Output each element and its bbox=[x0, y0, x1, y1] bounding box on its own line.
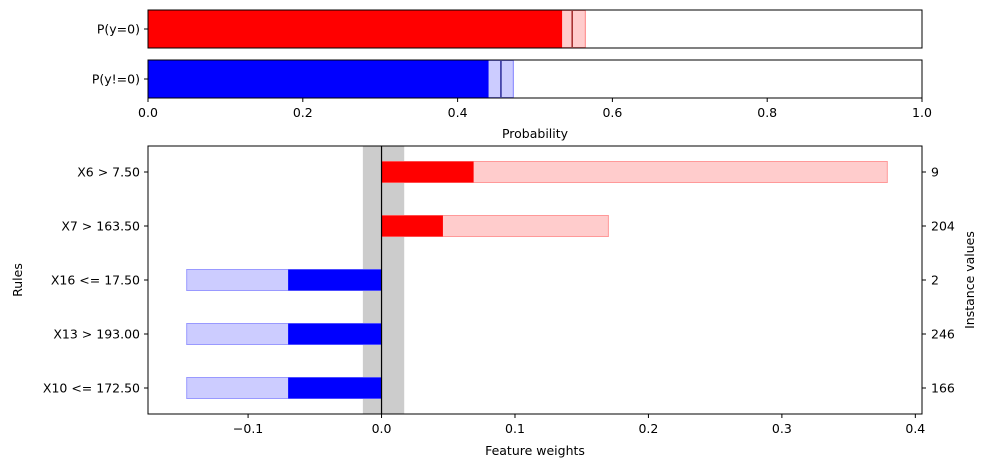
instance-value-label: 246 bbox=[931, 327, 955, 342]
weight-bar bbox=[381, 215, 443, 237]
probability-bar bbox=[148, 60, 489, 98]
rule-label: X7 > 163.50 bbox=[61, 219, 140, 234]
instance-value-label: 166 bbox=[931, 381, 955, 396]
weight-bar bbox=[288, 269, 382, 291]
rule-label: X13 > 193.00 bbox=[53, 327, 140, 342]
x-tick-label: 0.0 bbox=[372, 421, 392, 436]
x-axis-label: Feature weights bbox=[485, 443, 585, 458]
x-tick-label: 0.4 bbox=[448, 105, 468, 120]
y-axis-label: Rules bbox=[10, 263, 25, 297]
x-axis-label: Probability bbox=[502, 126, 569, 141]
rule-label: X10 <= 172.50 bbox=[43, 381, 140, 396]
probability-bar bbox=[148, 10, 563, 48]
x-tick-label: 0.2 bbox=[638, 421, 658, 436]
instance-value-label: 9 bbox=[931, 165, 939, 180]
x-tick-label: −0.1 bbox=[233, 421, 263, 436]
weights-axes-frame bbox=[147, 145, 923, 415]
weight-bar bbox=[288, 323, 382, 345]
weight-bar bbox=[288, 377, 382, 399]
x-tick-label: 0.3 bbox=[772, 421, 792, 436]
category-label: P(y=0) bbox=[97, 22, 140, 37]
instance-value-label: 2 bbox=[931, 273, 939, 288]
weight-bar bbox=[381, 161, 474, 183]
probability-chart: P(y=0) P(y!=0) 0.0 0.2 0.4 0.6 0.8 1.0 Probabili… bbox=[92, 9, 932, 141]
x-tick-label: 0.8 bbox=[757, 105, 777, 120]
rule-label: X16 <= 17.50 bbox=[51, 273, 140, 288]
y2-axis-label: Instance values bbox=[962, 231, 977, 329]
x-tick-label: 0.2 bbox=[293, 105, 313, 120]
x-tick-label: 1.0 bbox=[912, 105, 932, 120]
x-tick-label: 0.4 bbox=[905, 421, 925, 436]
category-label: P(y!=0) bbox=[92, 72, 140, 87]
x-tick-label: 0.0 bbox=[138, 105, 158, 120]
rule-label: X6 > 7.50 bbox=[77, 165, 140, 180]
feature-weights-chart: X6 > 7.50 9 X7 > 163.50 204 X16 <= 17.50 2 X13… bbox=[10, 145, 977, 458]
x-tick-label: 0.1 bbox=[505, 421, 525, 436]
instance-value-label: 204 bbox=[931, 219, 955, 234]
x-tick-label: 0.6 bbox=[602, 105, 622, 120]
